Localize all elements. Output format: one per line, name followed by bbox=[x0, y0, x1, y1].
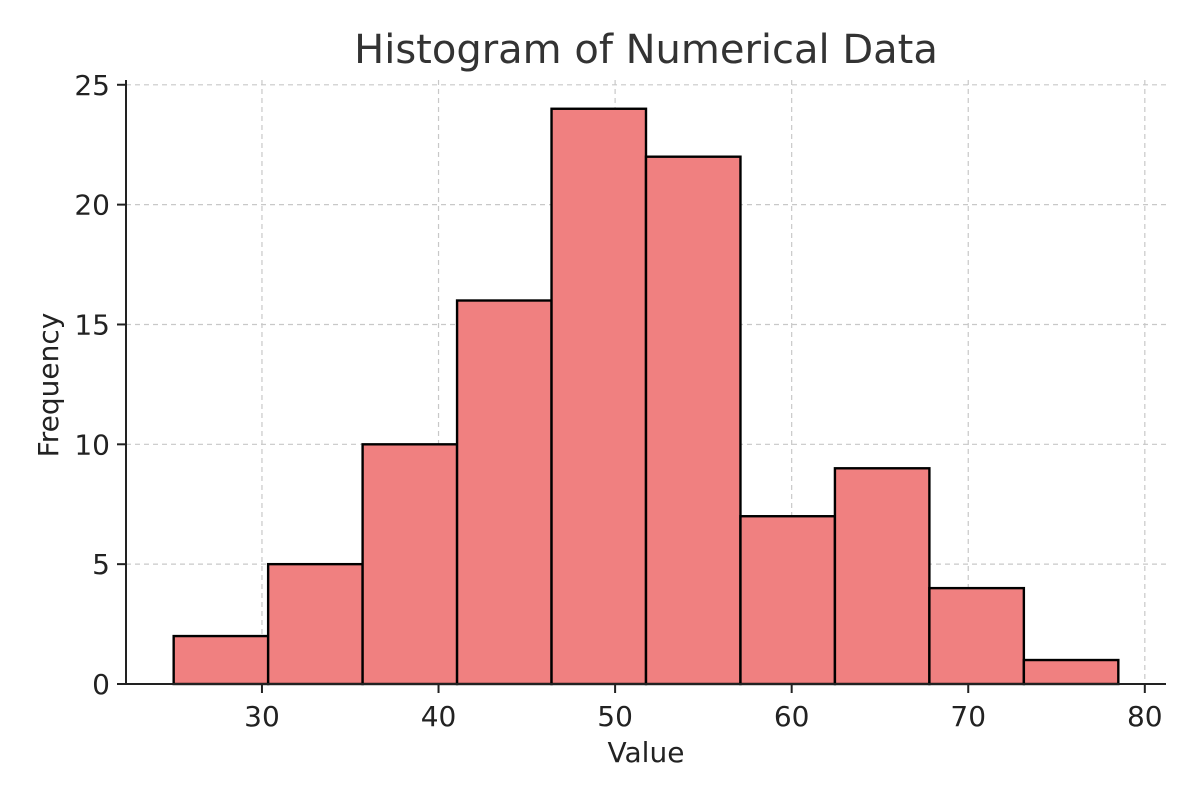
histogram-bar bbox=[833, 467, 931, 686]
x-ticks: 30 40 50 60 70 80 bbox=[244, 684, 1163, 733]
histogram-bar bbox=[928, 586, 1026, 686]
axes bbox=[125, 80, 1166, 685]
x-tick-label: 80 bbox=[1127, 700, 1163, 733]
y-tick-label: 10 bbox=[74, 428, 110, 461]
chart-title: Histogram of Numerical Data bbox=[354, 27, 938, 73]
y-ticks: 0 5 10 15 20 25 bbox=[74, 69, 126, 701]
histogram-bar bbox=[1022, 658, 1120, 686]
x-tick-label: 40 bbox=[421, 700, 457, 733]
y-tick-label: 0 bbox=[92, 668, 110, 701]
histogram-bar bbox=[361, 443, 459, 686]
y-axis-label: Frequency bbox=[32, 313, 65, 458]
x-tick-label: 50 bbox=[597, 700, 633, 733]
histogram-bar bbox=[550, 107, 648, 686]
histogram-bar bbox=[644, 155, 742, 686]
y-tick-label: 20 bbox=[74, 189, 110, 222]
histogram-bar bbox=[172, 634, 270, 686]
x-tick-label: 70 bbox=[950, 700, 986, 733]
y-tick-label: 5 bbox=[92, 548, 110, 581]
x-tick-label: 30 bbox=[244, 700, 280, 733]
x-tick-label: 60 bbox=[774, 700, 810, 733]
histogram-bar bbox=[739, 515, 837, 686]
bars bbox=[172, 107, 1120, 686]
y-tick-label: 15 bbox=[74, 308, 110, 341]
y-tick-label: 25 bbox=[74, 69, 110, 102]
histogram-bar bbox=[266, 562, 364, 686]
x-axis-label: Value bbox=[608, 736, 685, 769]
histogram-bar bbox=[455, 299, 553, 686]
